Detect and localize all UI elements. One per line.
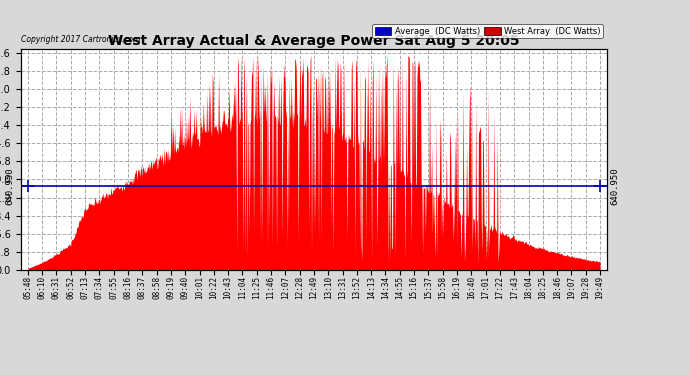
Legend: Average  (DC Watts), West Array  (DC Watts): Average (DC Watts), West Array (DC Watts…: [372, 24, 603, 38]
Text: 640.950: 640.950: [6, 167, 15, 205]
Title: West Array Actual & Average Power Sat Aug 5 20:05: West Array Actual & Average Power Sat Au…: [108, 34, 520, 48]
Text: Copyright 2017 Cartronics.com: Copyright 2017 Cartronics.com: [21, 35, 140, 44]
